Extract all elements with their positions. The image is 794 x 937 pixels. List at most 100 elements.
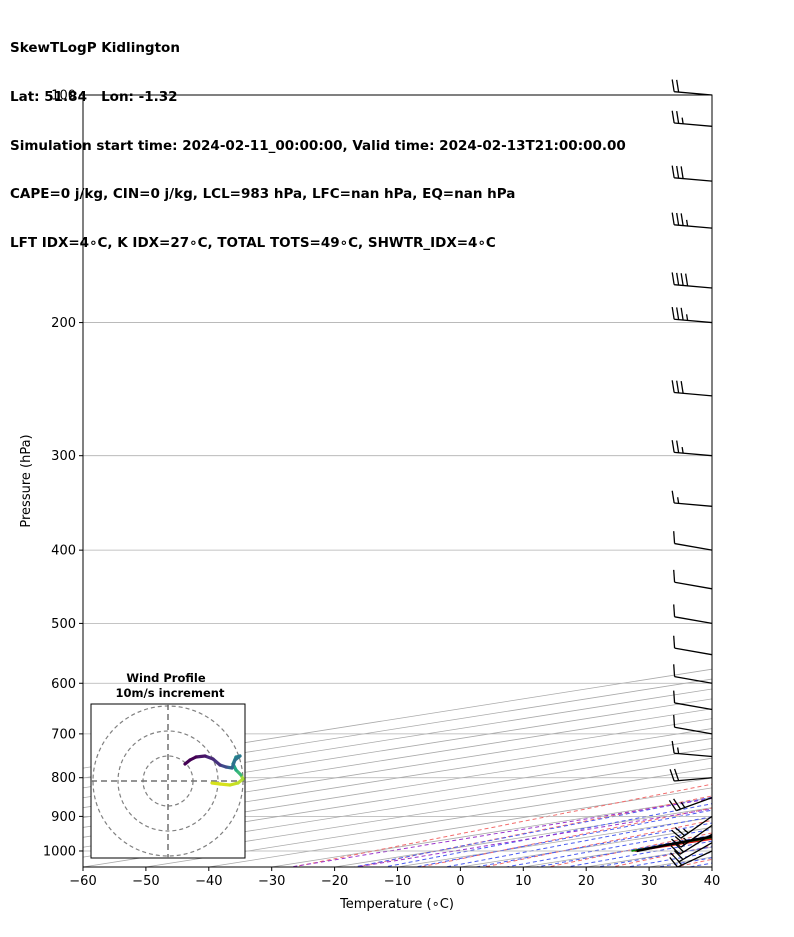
isotherm-line [83, 718, 712, 818]
moist-adiabat [624, 851, 712, 867]
isotherm-line [83, 728, 712, 828]
wind-barb [671, 490, 713, 507]
time-line: Simulation start time: 2024-02-11_00:00:… [10, 137, 626, 154]
isotherm-line [457, 827, 712, 867]
isotherm-line [646, 856, 712, 867]
isotherm-line [583, 846, 712, 867]
x-tick-label: −30 [258, 874, 285, 889]
chart-header: SkewTLogP Kidlington Lat: 51.84 Lon: -1.… [10, 8, 626, 267]
dry-adiabat [609, 845, 712, 867]
x-tick-label: 40 [704, 874, 721, 889]
y-axis-label: Pressure (hPa) [19, 434, 34, 527]
isotherm-line [678, 78, 794, 882]
x-tick-label: −60 [69, 874, 96, 889]
x-tick-label: −40 [195, 874, 222, 889]
inset-title: Wind Profile [126, 671, 206, 685]
location-line: Lat: 51.84 Lon: -1.32 [10, 89, 178, 106]
wind-barb [673, 635, 713, 656]
isotherm-line [269, 797, 712, 867]
moist-adiabat [686, 862, 712, 867]
wind-barb [669, 768, 713, 782]
y-tick-label: 1000 [43, 844, 76, 859]
wind-barb [673, 531, 713, 551]
wind-barb [673, 664, 713, 684]
y-tick-label: 500 [51, 617, 76, 632]
wind-barbs [668, 79, 713, 868]
isotherm-line [332, 807, 712, 867]
dry-adiabat [673, 858, 712, 867]
mixing-ratio-line [287, 797, 712, 867]
x-tick-label: −50 [132, 874, 159, 889]
isotherm-line [83, 698, 712, 799]
dry-adiabat [734, 78, 794, 882]
wind-barb [671, 272, 713, 289]
wind-barb [673, 604, 713, 625]
y-tick-label: 200 [51, 316, 76, 331]
y-tick-label: 900 [51, 810, 76, 825]
x-tick-label: 20 [578, 874, 595, 889]
y-tick-label: 400 [51, 544, 76, 559]
dry-adiabat [418, 807, 712, 867]
y-tick-label: 800 [51, 771, 76, 786]
wind-barb [671, 740, 713, 758]
x-tick-label: 10 [515, 874, 532, 889]
moist-adiabat [533, 834, 712, 867]
moist-adiabat [503, 828, 712, 867]
wind-barb [673, 569, 713, 590]
dry-adiabats [290, 78, 794, 882]
wind-barb [671, 110, 713, 127]
wind-barb [671, 165, 713, 182]
parcel-line [636, 835, 712, 853]
y-tick-label: 700 [51, 727, 76, 742]
dry-adiabat [290, 783, 712, 867]
x-tick-label: −20 [321, 874, 348, 889]
moist-adiabats [351, 95, 794, 882]
index-line: LFT IDX=4∘C, K IDX=27∘C, TOTAL TOTS=49∘C… [10, 234, 496, 251]
wind-barb [671, 380, 713, 397]
hodograph-trace [183, 758, 192, 766]
dry-adiabat [354, 795, 712, 867]
temperature-line [634, 838, 712, 852]
moist-adiabat [412, 809, 712, 867]
wind-barb [671, 79, 713, 96]
y-tick-label: 300 [51, 449, 76, 464]
moist-adiabat [443, 816, 712, 867]
moist-adiabat [473, 822, 712, 867]
x-tick-label: 0 [456, 874, 464, 889]
y-tick-label: 600 [51, 677, 76, 692]
wind-barb [671, 212, 713, 229]
x-tick-label: −10 [384, 874, 411, 889]
moist-adiabat [564, 840, 712, 867]
hodograph-trace [218, 782, 232, 787]
wind-barb [671, 824, 713, 848]
dry-adiabat [545, 832, 712, 867]
wind-barb [671, 815, 713, 839]
hodograph-ring [117, 730, 219, 832]
wind-barb [671, 440, 713, 457]
x-axis-label: Temperature (∘C) [339, 897, 454, 912]
isotherm-line [83, 708, 712, 809]
mixing-ratio-line [353, 808, 712, 867]
moist-adiabat [594, 846, 712, 867]
isotherm-line [83, 678, 712, 779]
isotherm-line [83, 688, 712, 789]
dry-adiabat [482, 819, 712, 867]
isotherm-line [83, 738, 712, 838]
wind-hodograph-inset: Wind Profile 10m/s increment [90, 671, 246, 859]
moist-adiabat [351, 796, 712, 867]
inset-subtitle: 10m/s increment [116, 686, 225, 700]
x-tick-label: 30 [641, 874, 658, 889]
wind-barb [673, 690, 713, 711]
mixing-ratio-lines [287, 797, 712, 867]
moist-adiabat [631, 95, 794, 882]
y-tick-label: 100 [51, 89, 76, 104]
cape-cin-area [634, 836, 712, 851]
wind-barb [673, 714, 713, 735]
isotherm-line [520, 836, 712, 867]
wind-barb [671, 306, 713, 324]
isotherm-line [709, 866, 712, 867]
axes: −60 −50 −40 −30 −20 −10 0 10 20 30 40 100 200 300 400 5… [43, 89, 720, 890]
wind-barb [670, 833, 713, 855]
chart-title: SkewTLogP Kidlington [10, 40, 180, 57]
